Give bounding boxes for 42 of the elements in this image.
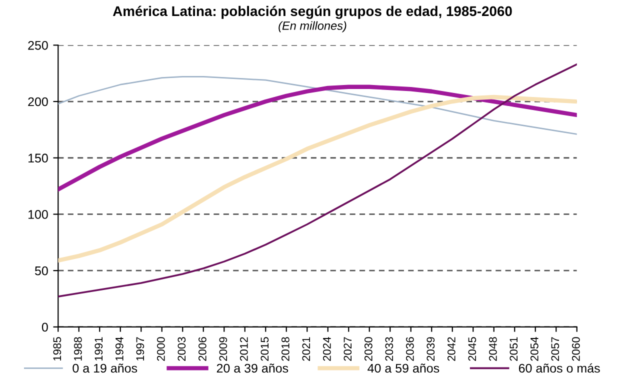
x-tick-label: 2018	[281, 337, 290, 361]
legend-label: 0 a 19 años	[72, 364, 138, 373]
x-tick-label: 2048	[488, 337, 497, 361]
x-tick-label: 2027	[344, 337, 352, 361]
x-tick-label: 2030	[364, 337, 372, 361]
x-tick-label: 1997	[136, 337, 144, 361]
x-tick-label: 2060	[572, 337, 580, 361]
x-tick-label: 2057	[551, 337, 560, 361]
x-tick-label: 2045	[468, 337, 476, 361]
y-tick-label: 150	[28, 154, 48, 163]
x-tick-label: 2051	[510, 337, 518, 361]
y-tick-label: 100	[28, 210, 48, 219]
line-series	[58, 84, 577, 192]
x-tick-label: 2024	[322, 336, 331, 361]
x-tick-label: 2042	[447, 337, 456, 361]
x-tick-label: 2006	[198, 337, 206, 361]
line-series	[58, 63, 577, 298]
x-tick-label: 2012	[240, 337, 248, 361]
x-tick-label: 2015	[260, 337, 269, 361]
x-tick-label: 2000	[156, 337, 165, 361]
line-series	[58, 76, 577, 135]
x-tick-label: 1991	[94, 337, 103, 361]
x-tick-label: 2054	[530, 336, 538, 361]
chart-title: América Latina: población según grupos de edad, 1985-2060	[112, 6, 512, 19]
y-tick-label: 0	[42, 322, 48, 332]
legend-label: 40 a 59 años	[368, 364, 440, 373]
y-tick-label: 50	[35, 266, 48, 276]
x-tick-label: 2039	[426, 337, 435, 361]
x-tick-label: 1994	[115, 336, 124, 361]
y-tick-label: 200	[28, 97, 48, 106]
y-tick-label: 250	[28, 40, 48, 50]
chart-subtitle: (En millones)	[278, 21, 346, 32]
x-tick-label: 1985	[53, 337, 62, 361]
x-tick-label: 2003	[178, 337, 186, 361]
x-tick-label: 1988	[74, 337, 82, 361]
x-tick-label: 2033	[385, 337, 394, 361]
line-series	[58, 94, 577, 263]
legend-label: 60 años o más	[518, 363, 600, 373]
x-tick-label: 2021	[302, 337, 310, 361]
legend-label: 20 a 39 años	[216, 364, 288, 373]
x-tick-label: 2009	[219, 337, 228, 361]
x-tick-label: 2036	[406, 337, 414, 361]
